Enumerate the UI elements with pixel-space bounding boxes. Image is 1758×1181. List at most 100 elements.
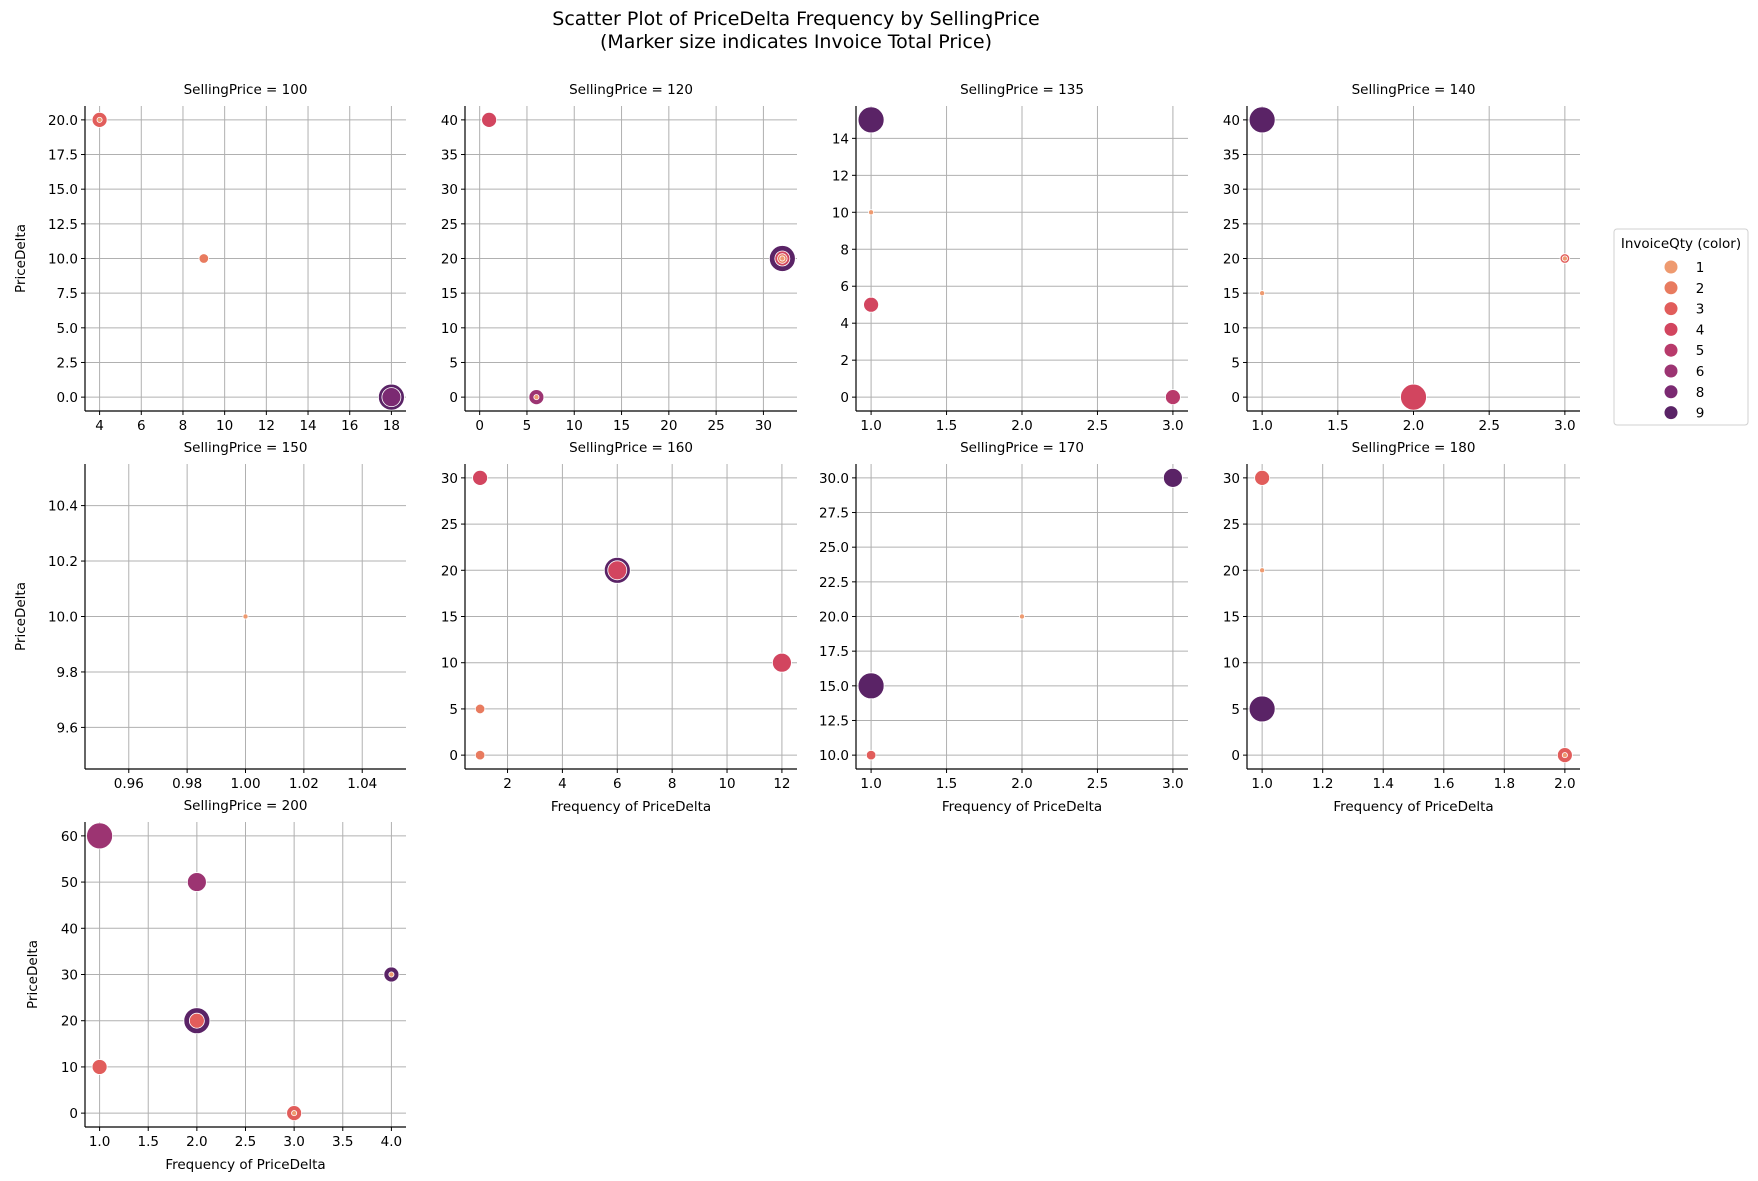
y-tick-label: 7.5 [57,286,78,302]
x-tick-label: 4.0 [381,1134,402,1150]
scatter-point [474,749,486,761]
x-tick-label: 14 [299,418,316,434]
y-tick-label: 15 [1223,610,1240,626]
scatter-point [481,111,498,128]
x-tick-label: 2.0 [1554,776,1575,792]
y-tick-label: 30 [441,471,458,487]
scatter-point [1259,290,1266,297]
legend: InvoiceQty (color) 1 2 3 4 5 6 8 9 [1613,228,1749,426]
y-tick-label: 50 [61,875,78,891]
y-tick-label: 25 [1223,217,1240,233]
x-tick-label: 1.02 [289,776,319,792]
legend-marker [1664,302,1678,316]
legend-label: 3 [1696,302,1705,318]
x-tick-label: 8 [179,418,188,434]
y-tick-label: 10.0 [48,252,78,268]
legend-marker [1664,322,1678,336]
legend-label: 5 [1696,343,1705,359]
panel-1: SellingPrice = 100 4 6 8 10 12 14 16 18 0.0 2.5 5.0… [13,82,406,434]
y-tick-label: 20 [441,252,458,268]
legend-label: 2 [1696,281,1705,297]
y-tick-label: 30 [61,968,78,984]
scatter-point [1259,567,1266,574]
x-tick-label: 2.5 [1087,418,1108,434]
x-tick-label: 2 [503,776,512,792]
y-tick-label: 0 [1231,748,1240,764]
x-tick-label: 2.0 [1403,418,1424,434]
panel-title: SellingPrice = 200 [184,798,308,814]
y-tick-label: 9.6 [57,720,78,736]
panel-3: SellingPrice = 135 1.0 1.5 2.0 2.5 3.0 0 2 4 6 8 10… [832,82,1188,434]
x-tick-label: 2.5 [1478,418,1499,434]
y-tick-label: 20 [441,563,458,579]
x-tick-label: 18 [383,418,400,434]
y-tick-label: 0 [449,390,458,406]
scatter-point [388,971,395,978]
x-tick-label: 1.2 [1312,776,1333,792]
y-tick-label: 25 [441,517,458,533]
x-axis-label: Frequency of PriceDelta [165,1157,325,1173]
x-tick-label: 3.5 [332,1134,353,1150]
y-tick-label: 5.0 [57,321,78,337]
x-tick-label: 20 [660,418,677,434]
y-tick-label: 15.0 [48,182,78,198]
x-tick-label: 0.96 [114,776,144,792]
scatter-point [1248,106,1276,134]
scatter-point [1561,752,1568,759]
y-axis-label: PriceDelta [25,940,41,1009]
x-tick-label: 1.04 [347,776,377,792]
y-tick-label: 10 [1223,656,1240,672]
y-tick-label: 15.0 [819,679,849,695]
panel-9: SellingPrice = 200 1.0 1.5 2.0 2.5 3.0 3.5 4.0 0… [25,798,406,1173]
scatter-point [474,703,486,715]
x-axis-label: Frequency of PriceDelta [551,799,711,815]
x-tick-label: 10 [566,418,583,434]
scatter-point [198,253,210,264]
y-axis-label: PriceDelta [13,582,29,651]
y-tick-label: 60 [61,829,78,845]
scatter-point [1163,467,1183,488]
y-tick-label: 30.0 [819,471,849,487]
y-tick-label: 15 [1223,286,1240,302]
x-tick-label: 15 [613,418,630,434]
y-tick-label: 40 [61,921,78,937]
x-tick-label: 6 [137,418,146,434]
scatter-point [381,387,402,408]
scatter-point [607,560,628,581]
x-tick-label: 0 [475,418,484,434]
panel-title: SellingPrice = 150 [184,440,308,456]
y-tick-label: 20.0 [819,610,849,626]
x-tick-label: 4 [558,776,567,792]
x-tick-label: 6 [613,776,622,792]
panel-6: SellingPrice = 160 2 4 6 8 10 12 0 5 10 15 20 25 30 Fr… [441,440,797,815]
scatter-point [533,394,540,401]
y-tick-label: 10.0 [819,748,849,764]
y-tick-label: 10 [1223,321,1240,337]
y-tick-label: 8 [840,242,849,258]
x-tick-label: 1.5 [936,418,957,434]
legend-box [1613,228,1749,426]
y-axis-label: PriceDelta [13,224,29,293]
panel-title: SellingPrice = 140 [1352,82,1476,98]
y-tick-label: 5 [449,702,458,718]
scatter-point [857,672,885,700]
panels: SellingPrice = 100 4 6 8 10 12 14 16 18 0.0 2.5 5.0… [13,82,1580,1173]
y-tick-label: 6 [840,279,849,295]
x-tick-label: 1.8 [1494,776,1515,792]
y-tick-label: 12 [832,168,849,184]
x-tick-label: 3.0 [1162,418,1183,434]
chart-title-line-2: (Marker size indicates Invoice Total Pri… [600,31,992,53]
scatter-point [772,652,792,673]
scatter-point [291,1110,298,1117]
x-tick-label: 10 [216,418,233,434]
legend-item: 1 [1664,260,1704,276]
panel-title: SellingPrice = 180 [1352,440,1476,456]
x-tick-label: 3.0 [283,1134,304,1150]
x-tick-label: 12 [773,776,790,792]
scatter-point [857,106,885,134]
x-tick-label: 2.0 [1011,418,1032,434]
legend-marker [1664,281,1678,295]
scatter-point [779,255,786,262]
y-tick-label: 2.5 [57,355,78,371]
x-tick-label: 1.0 [1251,776,1272,792]
